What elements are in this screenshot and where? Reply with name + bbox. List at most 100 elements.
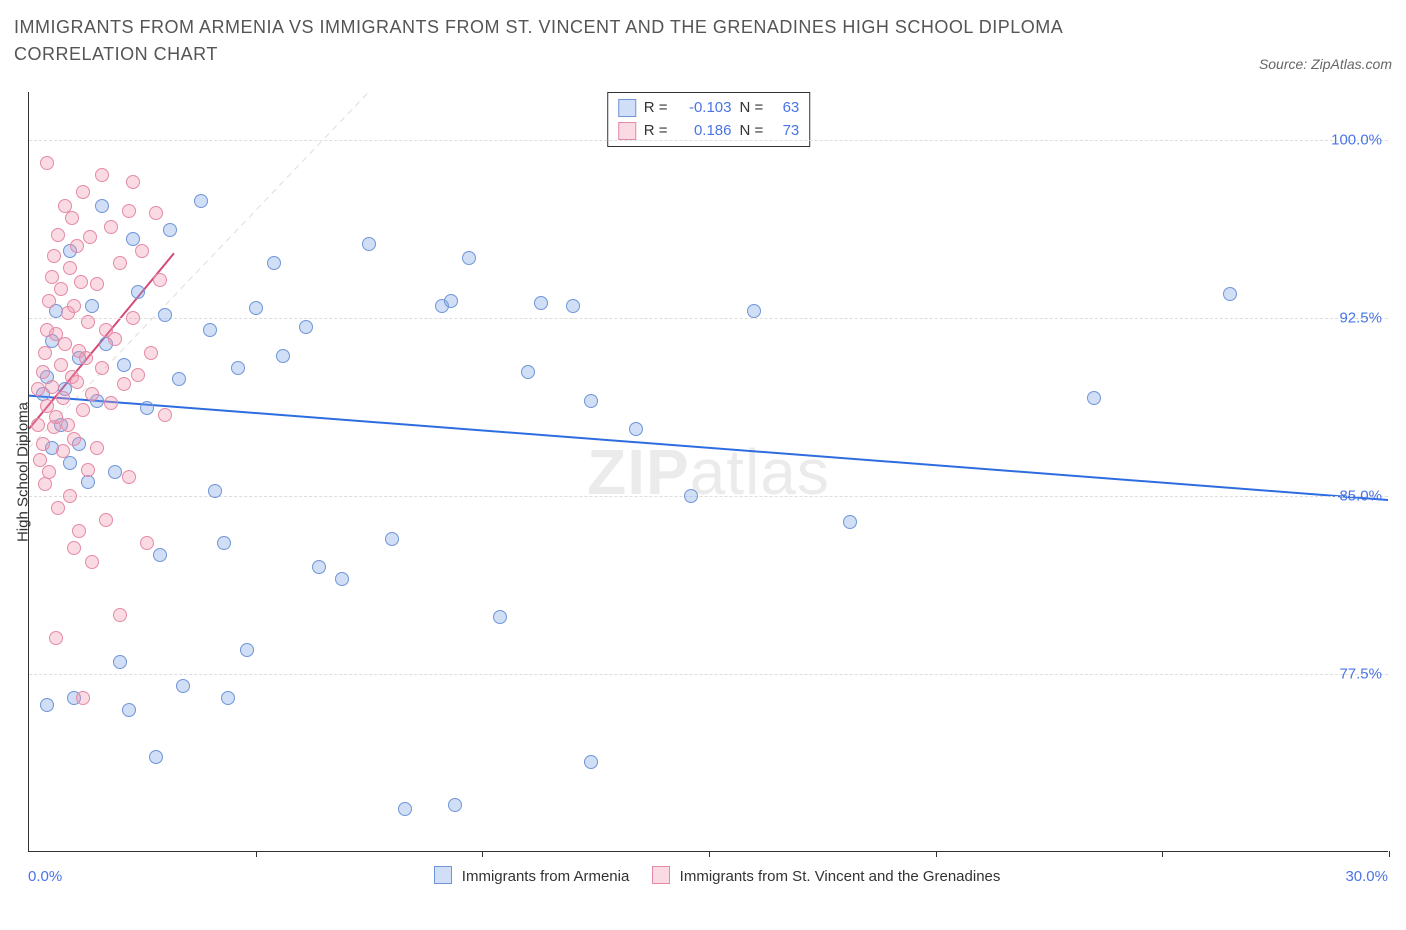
chart-container: IMMIGRANTS FROM ARMENIA VS IMMIGRANTS FR… xyxy=(0,0,1406,930)
scatter-marker xyxy=(104,220,118,234)
y-axis-label: High School Diploma xyxy=(15,401,32,541)
stats-row-series-a: R = -0.103 N = 63 xyxy=(618,97,800,120)
scatter-marker xyxy=(79,351,93,365)
scatter-marker xyxy=(54,282,68,296)
scatter-marker xyxy=(74,275,88,289)
scatter-marker xyxy=(385,532,399,546)
scatter-marker xyxy=(104,396,118,410)
scatter-marker xyxy=(56,444,70,458)
scatter-marker xyxy=(131,368,145,382)
scatter-marker xyxy=(54,358,68,372)
scatter-marker xyxy=(629,422,643,436)
swatch-series-a-bottom xyxy=(434,866,452,884)
x-tick xyxy=(1162,851,1163,857)
scatter-marker xyxy=(448,798,462,812)
x-tick xyxy=(482,851,483,857)
scatter-marker xyxy=(113,256,127,270)
scatter-marker xyxy=(67,541,81,555)
scatter-marker xyxy=(67,299,81,313)
scatter-marker xyxy=(63,489,77,503)
scatter-marker xyxy=(90,441,104,455)
legend-label-series-b: Immigrants from St. Vincent and the Gren… xyxy=(680,868,1001,885)
gridline-h xyxy=(29,318,1388,319)
y-tick-label: 100.0% xyxy=(1331,131,1382,148)
scatter-marker xyxy=(140,536,154,550)
scatter-marker xyxy=(140,401,154,415)
scatter-marker xyxy=(63,261,77,275)
scatter-marker xyxy=(40,156,54,170)
scatter-marker xyxy=(31,382,45,396)
scatter-marker xyxy=(47,249,61,263)
legend-label-series-a: Immigrants from Armenia xyxy=(462,868,630,885)
scatter-marker xyxy=(158,308,172,322)
scatter-marker xyxy=(38,346,52,360)
x-tick xyxy=(936,851,937,857)
scatter-marker xyxy=(83,230,97,244)
scatter-marker xyxy=(149,206,163,220)
x-axis-row: 0.0% 30.0% Immigrants from Armenia Immig… xyxy=(28,860,1388,900)
diagonal-guide xyxy=(29,92,369,448)
scatter-marker xyxy=(95,361,109,375)
scatter-marker xyxy=(149,750,163,764)
scatter-marker xyxy=(63,456,77,470)
y-tick-label: 92.5% xyxy=(1339,309,1382,326)
scatter-marker xyxy=(176,679,190,693)
scatter-marker xyxy=(36,365,50,379)
scatter-marker xyxy=(1223,287,1237,301)
scatter-marker xyxy=(144,346,158,360)
scatter-marker xyxy=(42,294,56,308)
scatter-marker xyxy=(249,301,263,315)
swatch-series-b-bottom xyxy=(652,866,670,884)
scatter-marker xyxy=(51,228,65,242)
scatter-marker xyxy=(153,548,167,562)
scatter-marker xyxy=(65,211,79,225)
scatter-marker xyxy=(194,194,208,208)
scatter-marker xyxy=(534,296,548,310)
bottom-legend: Immigrants from Armenia Immigrants from … xyxy=(28,866,1388,885)
scatter-marker xyxy=(108,465,122,479)
scatter-marker xyxy=(95,168,109,182)
scatter-marker xyxy=(843,515,857,529)
stat-label-n: N = xyxy=(740,97,764,120)
x-tick xyxy=(256,851,257,857)
scatter-marker xyxy=(81,463,95,477)
scatter-marker xyxy=(312,560,326,574)
scatter-marker xyxy=(398,802,412,816)
scatter-marker xyxy=(51,501,65,515)
gridline-h xyxy=(29,674,1388,675)
scatter-marker xyxy=(1087,391,1101,405)
gridline-h xyxy=(29,496,1388,497)
scatter-marker xyxy=(122,470,136,484)
trend-line xyxy=(29,396,1388,500)
scatter-marker xyxy=(208,484,222,498)
scatter-marker xyxy=(58,337,72,351)
scatter-marker xyxy=(42,465,56,479)
scatter-marker xyxy=(163,223,177,237)
scatter-marker xyxy=(61,418,75,432)
scatter-marker xyxy=(493,610,507,624)
scatter-marker xyxy=(462,251,476,265)
scatter-marker xyxy=(584,755,598,769)
scatter-marker xyxy=(584,394,598,408)
scatter-marker xyxy=(122,204,136,218)
scatter-marker xyxy=(56,391,70,405)
scatter-marker xyxy=(72,524,86,538)
scatter-marker xyxy=(122,703,136,717)
scatter-marker xyxy=(299,320,313,334)
scatter-marker xyxy=(70,375,84,389)
scatter-marker xyxy=(76,403,90,417)
stat-value-r-a: -0.103 xyxy=(676,97,732,120)
scatter-marker xyxy=(36,437,50,451)
scatter-marker xyxy=(45,380,59,394)
source-label: Source: ZipAtlas.com xyxy=(1259,56,1392,72)
chart-title: IMMIGRANTS FROM ARMENIA VS IMMIGRANTS FR… xyxy=(14,14,1134,68)
scatter-marker xyxy=(153,273,167,287)
scatter-marker xyxy=(85,555,99,569)
scatter-marker xyxy=(221,691,235,705)
scatter-marker xyxy=(362,237,376,251)
scatter-marker xyxy=(231,361,245,375)
scatter-marker xyxy=(31,418,45,432)
scatter-marker xyxy=(70,239,84,253)
scatter-marker xyxy=(117,377,131,391)
scatter-marker xyxy=(117,358,131,372)
